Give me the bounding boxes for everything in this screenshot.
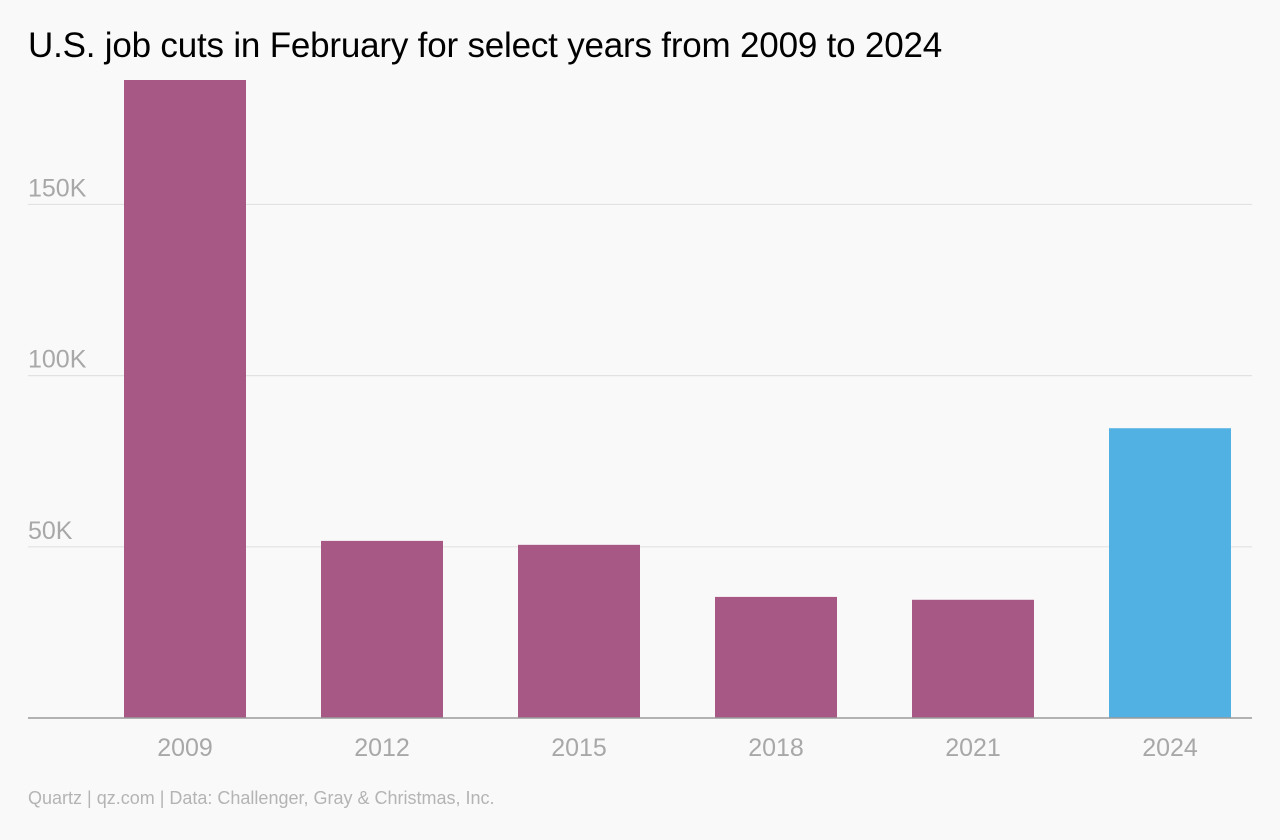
- y-tick-label: 150K: [28, 174, 87, 202]
- bar-2015: [518, 544, 640, 718]
- y-axis-tick-labels: 50K 100K 150K: [28, 174, 87, 544]
- x-axis-tick-labels: 2009 2012 2015 2018 2021 2024: [157, 734, 1198, 762]
- y-tick-label: 100K: [28, 346, 87, 374]
- x-tick-label: 2018: [748, 734, 804, 762]
- x-tick-label: 2021: [945, 734, 1001, 762]
- x-tick-label: 2012: [354, 734, 410, 762]
- chart-title: U.S. job cuts in February for select yea…: [28, 26, 942, 65]
- bar-2012: [321, 540, 443, 718]
- bar-2021: [912, 599, 1034, 718]
- bars: [124, 80, 1231, 718]
- bar-chart: 50K 100K 150K 2009 2012 2015 2018 2021 2024: [28, 80, 1252, 762]
- bar-2009: [124, 80, 246, 718]
- y-tick-label: 50K: [28, 517, 73, 545]
- bar-2018: [715, 596, 837, 718]
- x-tick-label: 2009: [157, 734, 213, 762]
- x-tick-label: 2015: [551, 734, 607, 762]
- x-tick-label: 2024: [1142, 734, 1198, 762]
- bar-2024: [1109, 428, 1231, 718]
- source-credit: Quartz | qz.com | Data: Challenger, Gray…: [28, 788, 495, 808]
